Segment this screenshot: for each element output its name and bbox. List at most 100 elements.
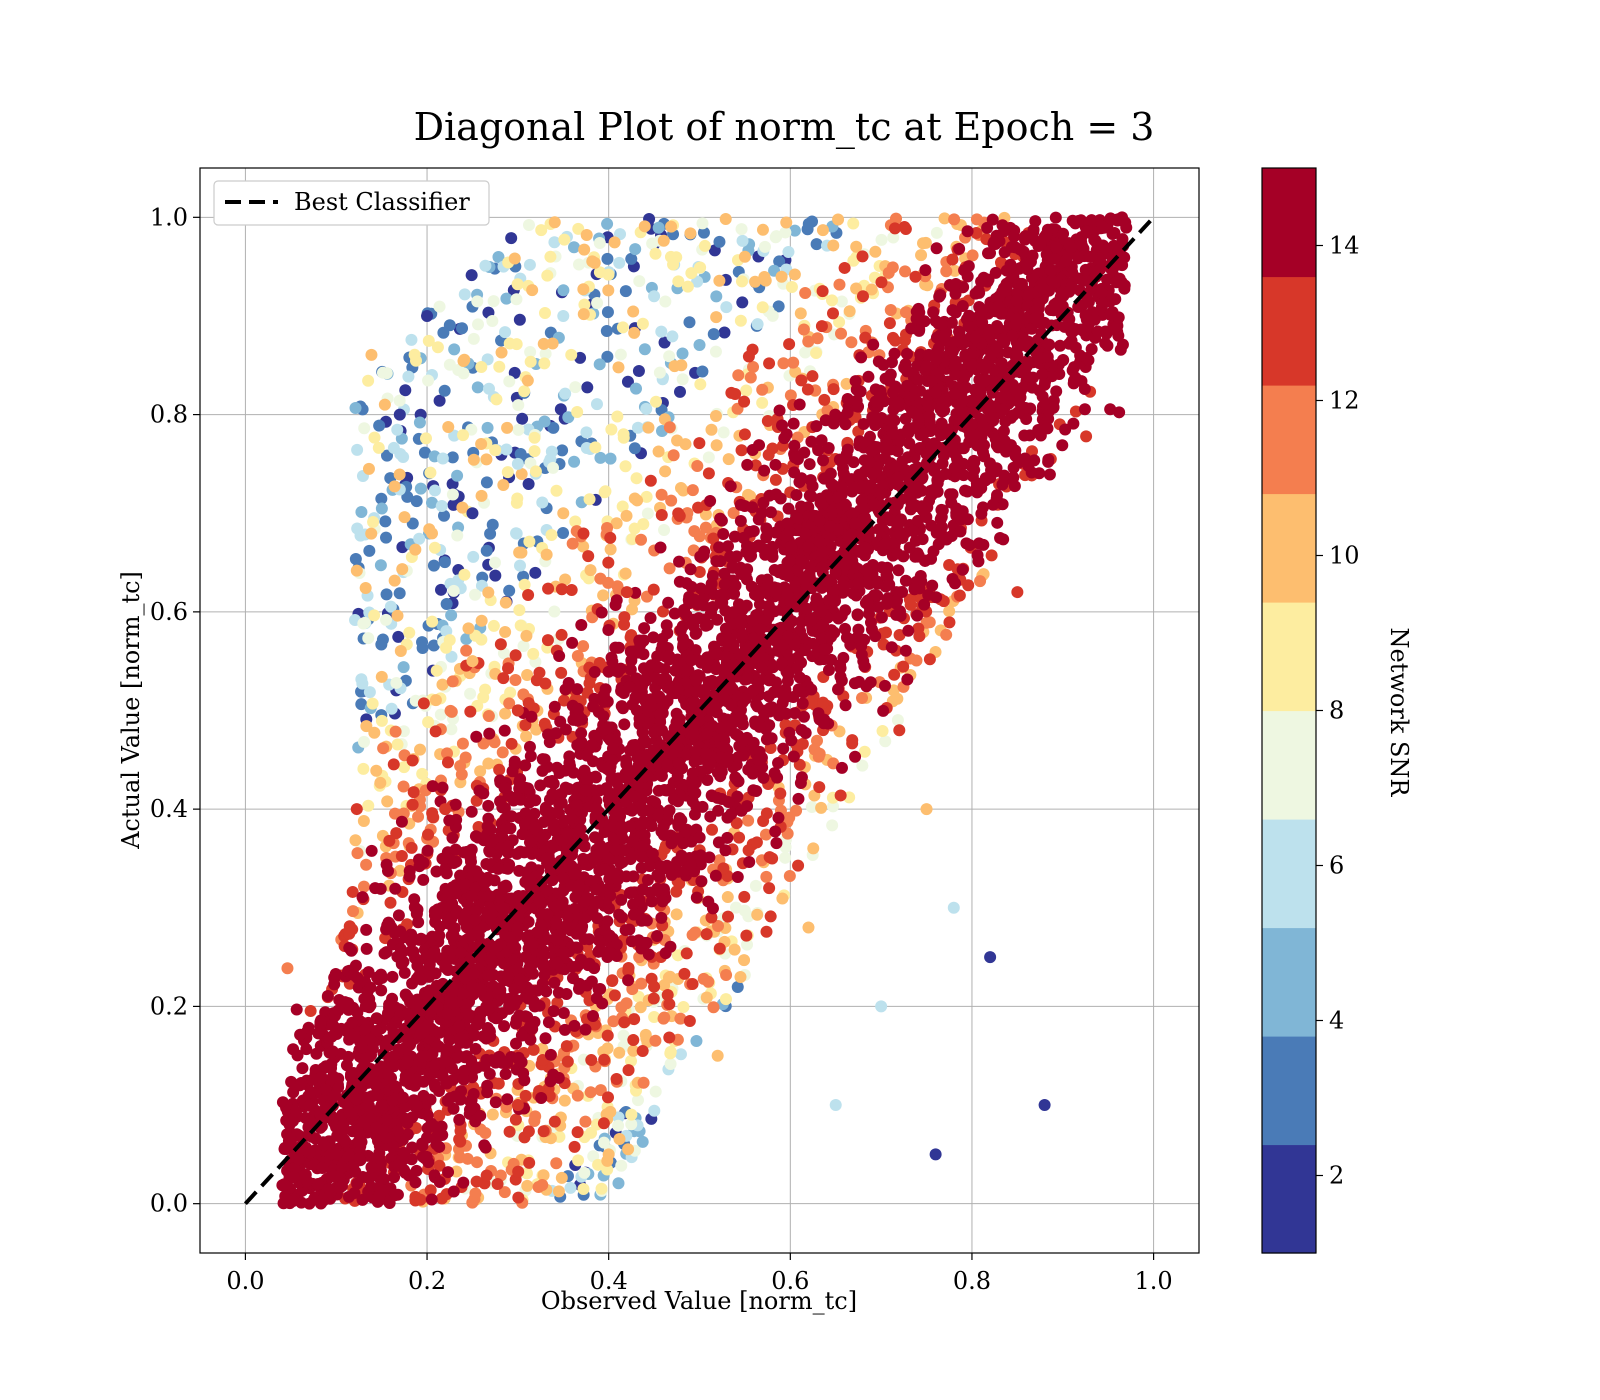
data-point [862,370,875,383]
data-point [446,675,459,688]
data-point [713,274,726,287]
data-point [426,615,439,628]
data-point [420,432,433,445]
data-point [738,395,751,408]
data-point [772,756,785,769]
data-point [387,441,400,454]
data-point [770,230,783,243]
data-point [731,981,744,994]
data-point [913,630,926,643]
data-point [398,511,411,524]
data-point [797,710,810,723]
data-point [544,250,557,263]
data-point [503,697,516,710]
data-point [750,836,763,849]
data-point [783,338,796,351]
data-point [624,663,637,676]
data-point [742,350,755,363]
data-point [1056,439,1069,452]
data-point [632,365,645,378]
data-point [376,366,389,379]
data-point [422,334,435,347]
data-point [469,830,482,843]
data-point [625,1118,638,1131]
data-point [595,1182,608,1195]
data-point [948,264,961,277]
data-point [881,561,894,574]
data-point [501,421,514,434]
data-point [813,747,826,760]
data-point [392,909,405,922]
data-point [366,697,379,710]
data-point [595,606,608,619]
data-point [649,247,662,260]
data-point [408,348,421,361]
data-point [961,225,974,238]
data-point [359,582,372,595]
data-point [635,914,648,927]
data-point [381,449,394,462]
data-point [840,377,853,390]
data-point [383,834,396,847]
data-point [363,686,376,699]
data-point [854,385,867,398]
data-point [774,787,787,800]
data-point [558,1023,571,1036]
data-point [362,374,375,387]
data-point [796,697,809,710]
data-point [593,358,606,371]
data-point [690,1035,703,1048]
data-point [406,754,419,767]
data-point [756,396,769,409]
data-point [577,1182,590,1195]
data-point [876,725,889,738]
data-point [764,910,777,923]
data-point [613,908,626,921]
data-point [456,501,469,514]
data-point [686,929,699,942]
data-point [555,1171,568,1184]
data-point [849,750,862,763]
data-point [492,250,505,263]
data-point [901,673,914,686]
data-point [522,477,535,490]
data-point [789,365,802,378]
data-point [416,1137,429,1150]
data-point [943,616,956,629]
data-point [405,333,418,346]
data-point [832,213,845,226]
data-point [614,348,627,361]
data-point [438,384,451,397]
data-point [520,730,533,743]
data-point [622,974,635,987]
data-point [375,492,388,505]
data-point [458,353,471,366]
data-point [588,256,601,269]
data-point [962,260,975,273]
data-point [471,295,484,308]
data-point [875,276,888,289]
data-point [569,515,582,528]
data-point [572,1154,585,1167]
data-point [706,790,719,803]
data-point [678,967,691,980]
data-point [867,338,880,351]
data-point [489,1096,502,1109]
data-point [571,405,584,418]
data-point [516,412,529,425]
data-point [868,589,881,602]
data-point [523,1156,536,1169]
data-point [583,493,596,506]
data-point [635,977,648,990]
data-point [773,255,786,268]
data-point [548,216,561,229]
data-point [977,501,990,514]
data-point [683,1015,696,1028]
data-point [438,556,451,569]
data-point [664,970,677,983]
data-point [568,1140,581,1153]
data-point [744,371,757,384]
data-point [638,622,651,635]
data-point [618,718,631,731]
data-point [548,605,561,618]
